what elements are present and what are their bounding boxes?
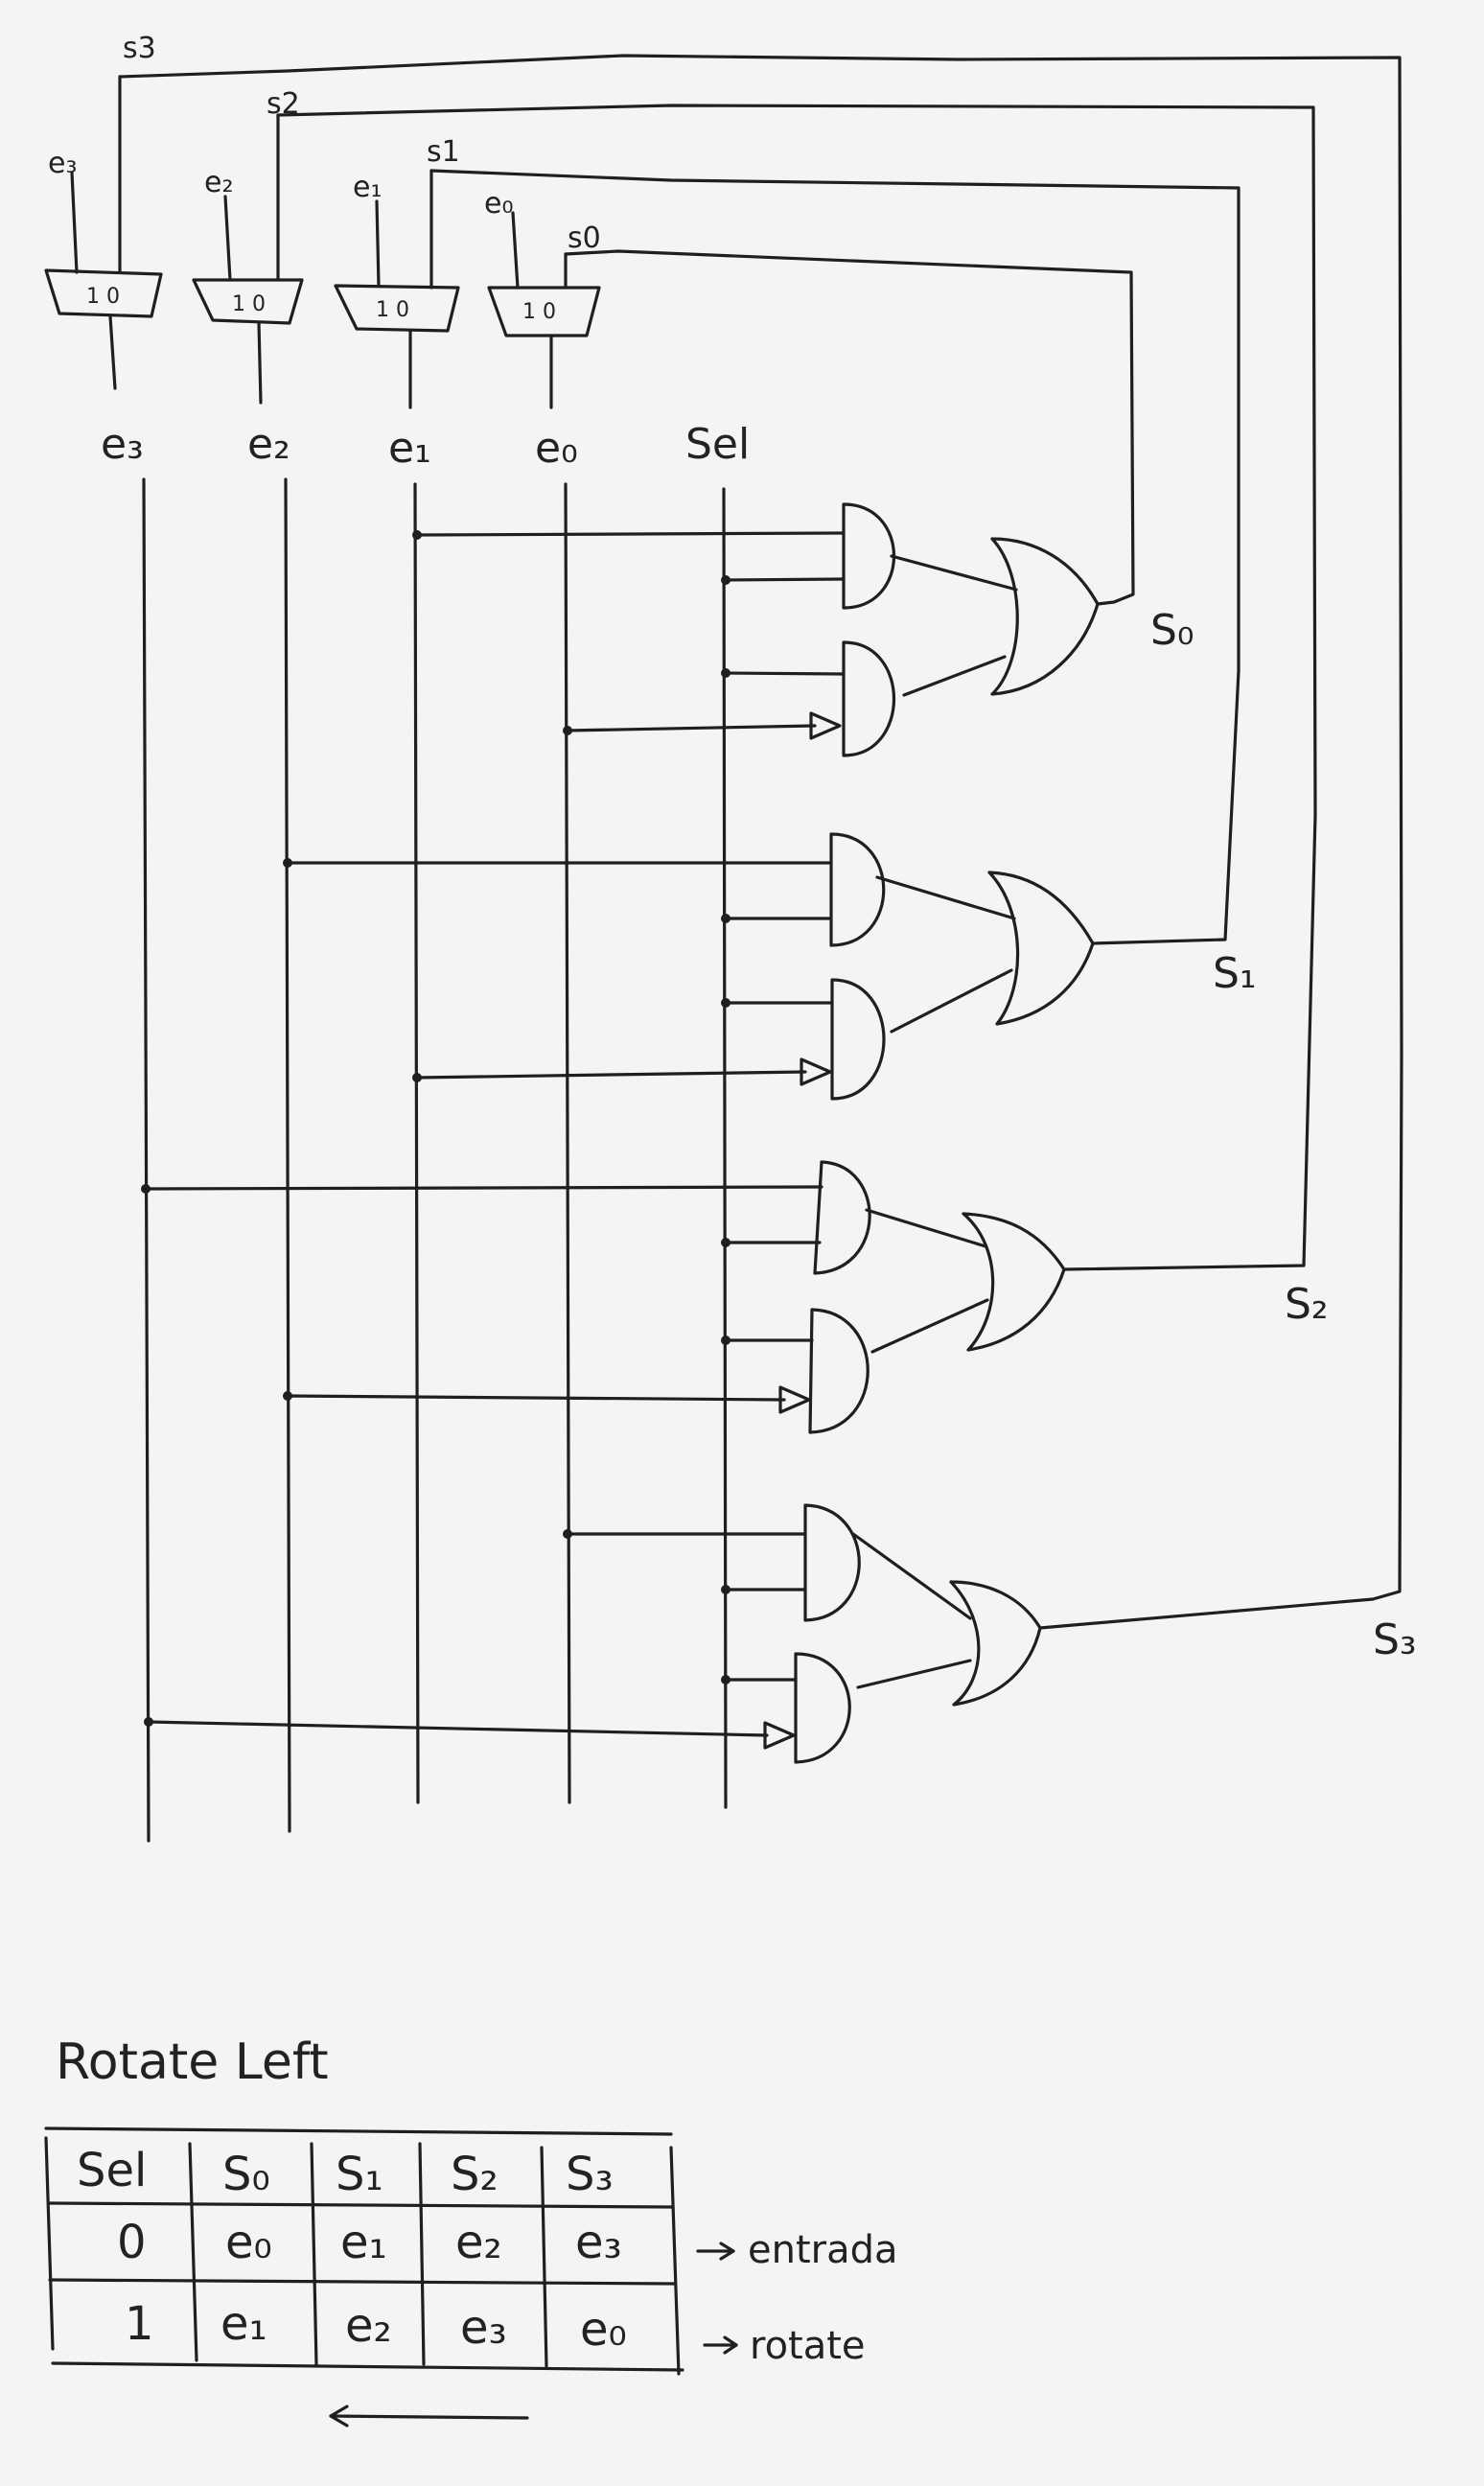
bus-e2 [284, 477, 291, 1833]
gate-group-s3 [144, 1503, 1042, 1764]
output-label-s2: S₂ [1285, 1280, 1329, 1329]
mux-1 [334, 169, 460, 409]
bus-label-e2: e₂ [247, 420, 290, 469]
gate-group-s2 [141, 1160, 1066, 1434]
mux-3-input-label: e₃ [48, 147, 77, 180]
bus-label-e0: e₀ [535, 424, 578, 473]
table-cell: e₂ [345, 2299, 392, 2353]
bus-e3 [142, 477, 151, 1843]
feedback-label-s3: s3 [123, 32, 156, 65]
table-cell: 0 [117, 2216, 147, 2269]
table-header-sel: Sel [77, 2144, 147, 2197]
gate-group-s1 [283, 832, 1095, 1101]
feedback-wire-s3 [118, 54, 1403, 1630]
table-cell: e₁ [220, 2297, 267, 2351]
table-cell: e₃ [460, 2301, 507, 2355]
feedback-label-s1: s1 [427, 135, 460, 169]
mux-3 [44, 75, 163, 390]
mux-0-pins: 1 0 [522, 300, 556, 324]
bus-e0 [564, 482, 571, 1804]
bus-label-e1: e₁ [388, 424, 431, 473]
table-header-s0: S₀ [222, 2148, 270, 2201]
row-note-arrow [703, 2335, 738, 2355]
and-gate [842, 502, 896, 610]
table-cell: e₀ [580, 2303, 627, 2357]
bus-label-e3: e₃ [101, 420, 144, 469]
feedback-label-s0: s0 [568, 221, 601, 255]
row-note-entrada: entrada [748, 2228, 898, 2272]
row-note-rotate: rotate [750, 2324, 866, 2368]
output-label-s3: S₃ [1373, 1615, 1417, 1664]
truth-table [44, 2126, 684, 2376]
mux-1-input-label: e₁ [353, 171, 382, 204]
table-cell: e₂ [455, 2216, 502, 2269]
output-label-s1: S₁ [1213, 949, 1257, 998]
mux-0-input-label: e₀ [484, 187, 513, 221]
table-cell: e₀ [225, 2216, 272, 2269]
mux-2-input-label: e₂ [204, 166, 233, 199]
table-cell: e₁ [340, 2216, 387, 2269]
feedback-wire-s1 [429, 169, 1241, 945]
or-gate [990, 537, 1100, 696]
table-header-s3: S₃ [566, 2148, 614, 2201]
table-cell: 1 [125, 2297, 154, 2351]
table-title: Rotate Left [56, 2033, 329, 2091]
output-label-s0: S₀ [1150, 606, 1194, 655]
bus-e1 [413, 482, 420, 1804]
table-header-s1: S₁ [336, 2148, 383, 2201]
and-gate [842, 640, 895, 757]
mux-1-pins: 1 0 [376, 298, 409, 322]
feedback-wire-s0 [564, 249, 1135, 606]
table-header-s2: S₂ [451, 2148, 499, 2201]
mux-3-pins: 1 0 [86, 285, 120, 309]
mux-0 [487, 211, 601, 409]
table-cell: e₃ [575, 2216, 622, 2269]
gate-group-s0 [412, 502, 1100, 757]
row-note-arrow [696, 2242, 735, 2261]
left-arrow-icon [329, 2405, 529, 2428]
bus-label-sel: Sel [685, 420, 750, 469]
mux-2-pins: 1 0 [232, 292, 266, 316]
feedback-wire-s2 [276, 104, 1317, 1271]
mux-2 [192, 113, 304, 405]
bus-sel [722, 487, 728, 1809]
